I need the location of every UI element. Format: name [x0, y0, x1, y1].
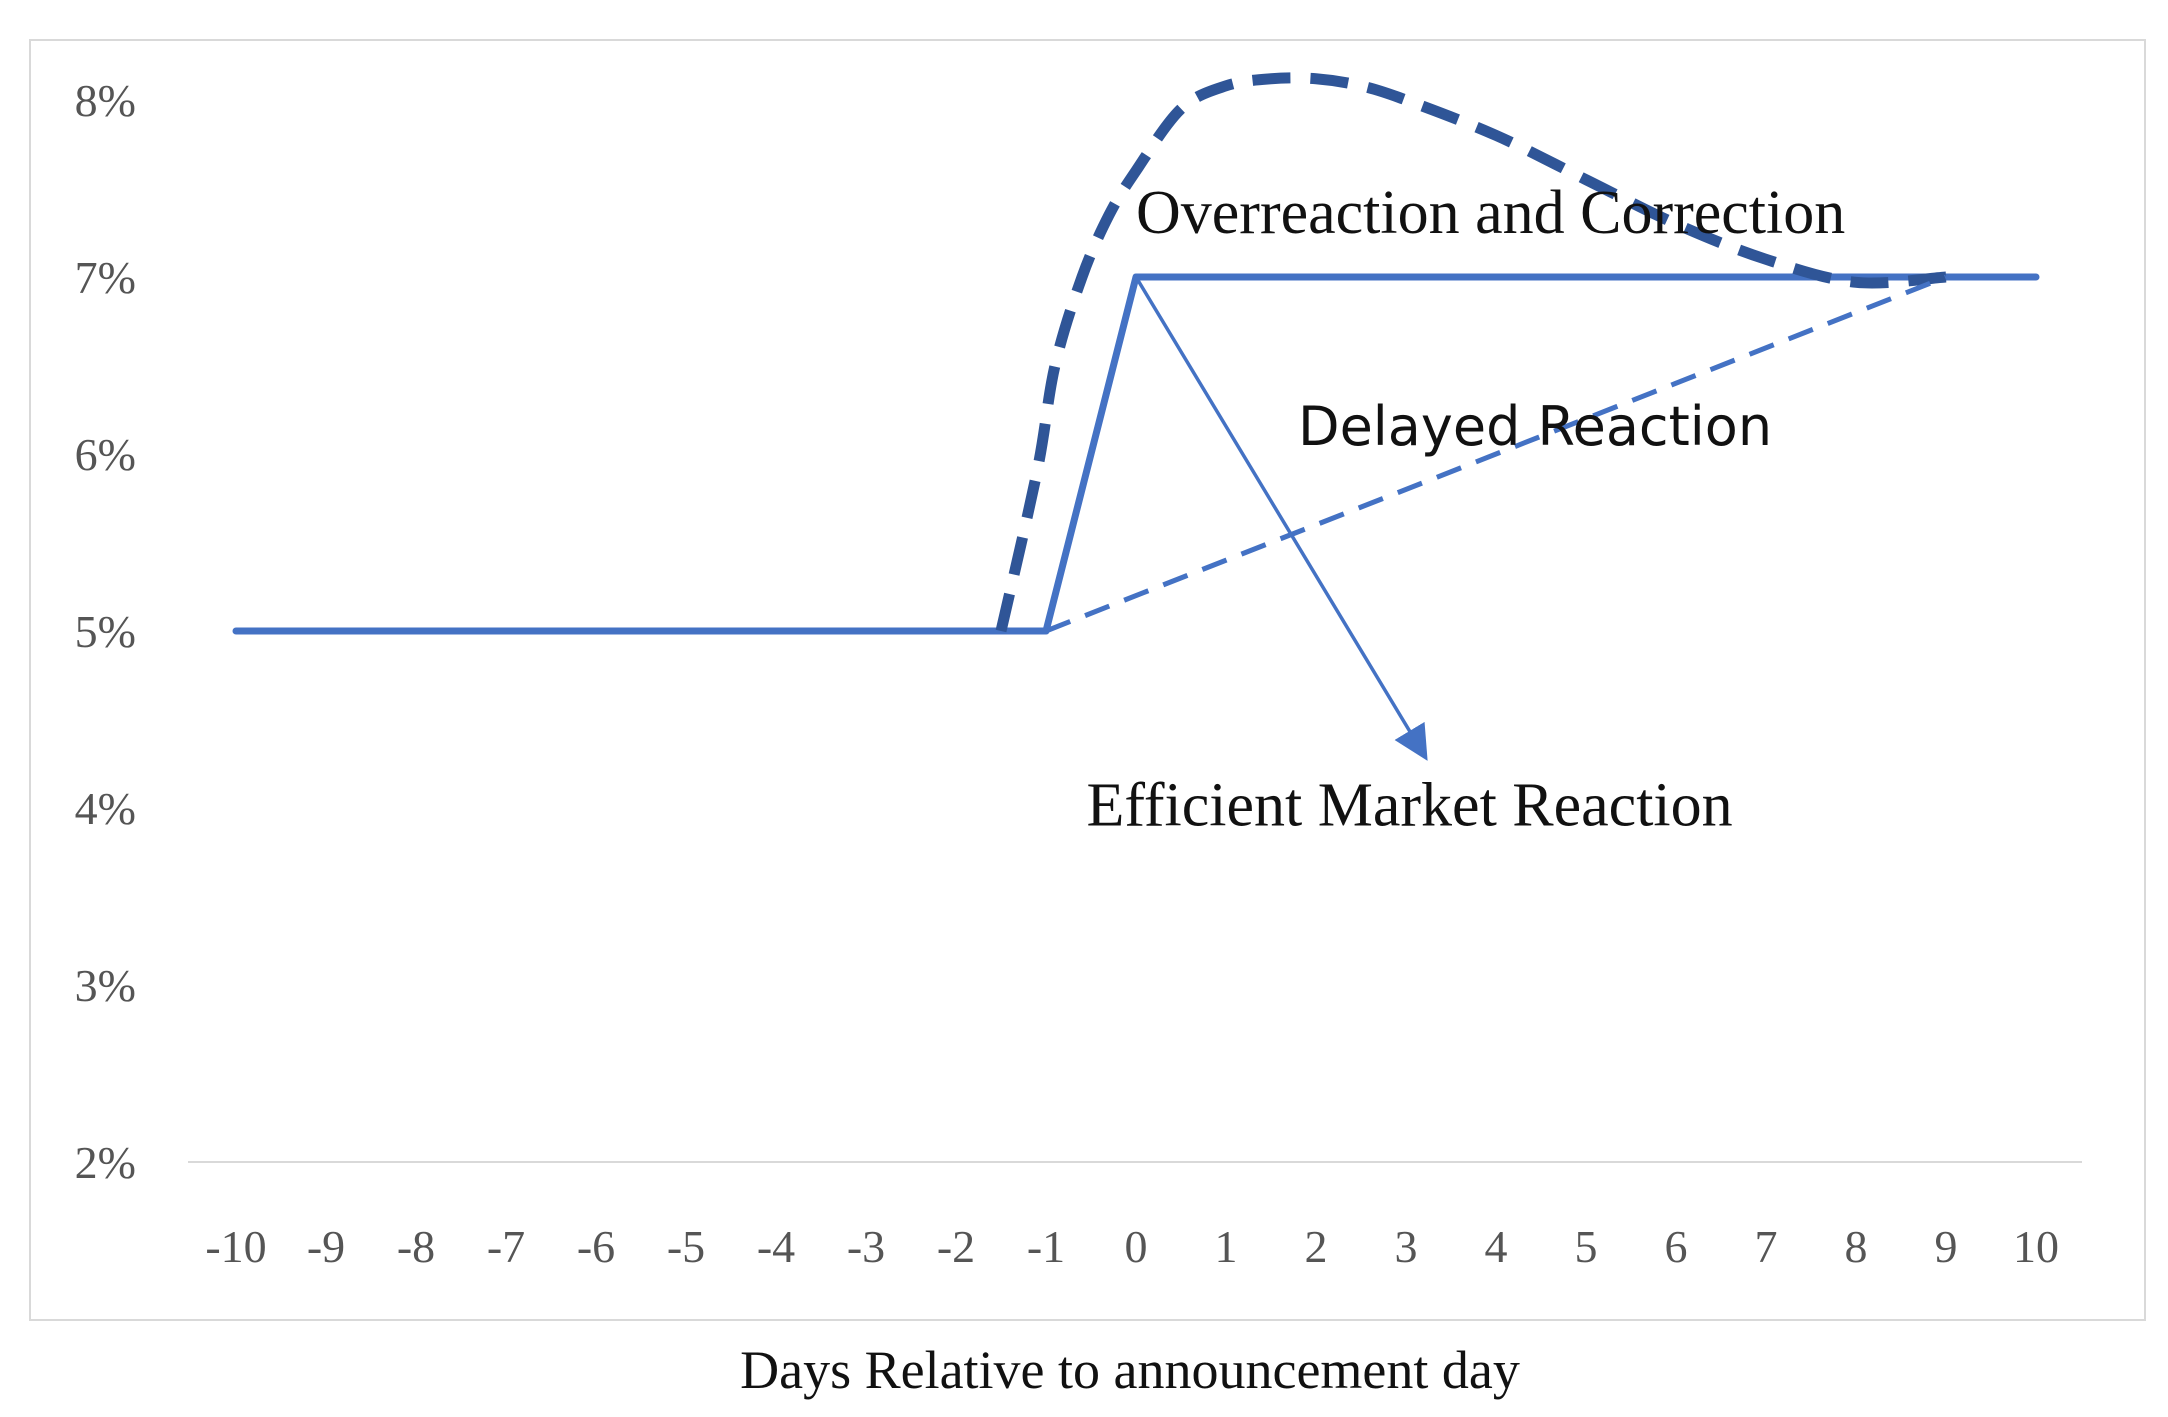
y-tick-label: 4%	[75, 783, 136, 834]
x-tick-label: -10	[205, 1221, 266, 1272]
annotation-layer: Overreaction and Correction Delayed React…	[1087, 179, 1846, 840]
x-axis-ticks: -10 -9 -8 -7 -6 -5 -4 -3 -2 -1 0 1 2 3 4 5 6 7 8 9 10	[205, 1221, 2059, 1272]
overreaction-line	[995, 72, 1947, 633]
x-tick-label: -7	[487, 1221, 525, 1272]
plot-frame	[29, 39, 2146, 1321]
y-tick-label: 7%	[75, 252, 136, 303]
x-tick-label: 10	[2013, 1221, 2059, 1272]
x-tick-label: -5	[667, 1221, 705, 1272]
delayed-reaction-line	[1045, 274, 1947, 634]
y-tick-label: 3%	[75, 960, 136, 1011]
x-tick-label: -3	[847, 1221, 885, 1272]
x-tick-label: 8	[1845, 1221, 1868, 1272]
x-tick-label: 0	[1125, 1221, 1148, 1272]
x-tick-label: 3	[1395, 1221, 1418, 1272]
y-axis-ticks: 2% 3% 4% 5% 6% 7% 8%	[75, 75, 136, 1188]
x-tick-label: -6	[577, 1221, 615, 1272]
x-tick-label: -8	[397, 1221, 435, 1272]
annotation-label: Overreaction and Correction	[1136, 179, 1845, 247]
x-tick-label: -9	[307, 1221, 345, 1272]
efficient-reaction-line	[232, 273, 2040, 635]
x-tick-label: 5	[1575, 1221, 1598, 1272]
x-tick-label: -1	[1027, 1221, 1065, 1272]
annotation-arrow	[1134, 276, 1428, 761]
x-tick-label: 7	[1755, 1221, 1778, 1272]
series-layer	[232, 72, 2040, 635]
x-axis-title: Days Relative to announcement day	[740, 1340, 1520, 1400]
x-tick-label: 9	[1935, 1221, 1958, 1272]
x-tick-label: 1	[1215, 1221, 1238, 1272]
x-tick-label: 6	[1665, 1221, 1688, 1272]
annotation-label: Delayed Reaction	[1298, 395, 1772, 458]
y-tick-label: 5%	[75, 606, 136, 657]
x-tick-label: 2	[1305, 1221, 1328, 1272]
x-tick-label: -2	[937, 1221, 975, 1272]
x-tick-label: 4	[1485, 1221, 1508, 1272]
annotation-label: Efficient Market Reaction	[1087, 772, 1733, 840]
x-tick-label: -4	[757, 1221, 795, 1272]
y-tick-label: 2%	[75, 1137, 136, 1188]
y-tick-label: 8%	[75, 75, 136, 126]
y-tick-label: 6%	[75, 429, 136, 480]
